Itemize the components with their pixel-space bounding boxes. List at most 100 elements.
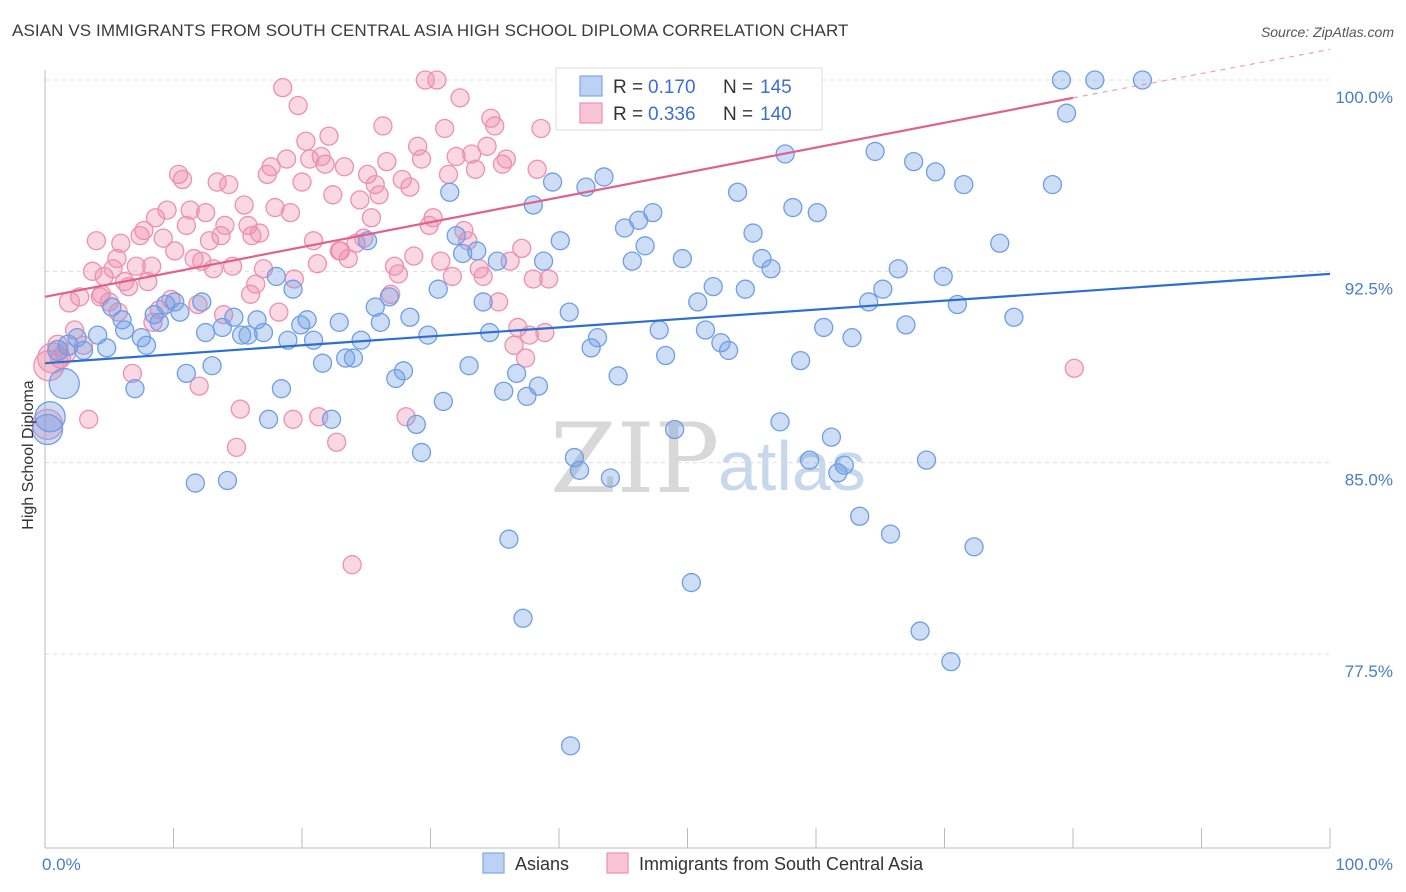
- point-asians: [34, 401, 66, 433]
- point-asians: [136, 335, 157, 355]
- axes: [44, 70, 1331, 849]
- chart-title: ASIAN VS IMMIGRANTS FROM SOUTH CENTRAL A…: [12, 21, 849, 40]
- point-asians: [761, 259, 781, 279]
- point-asians: [312, 353, 333, 373]
- point-asians: [238, 325, 258, 345]
- point-immigrants: [327, 432, 347, 452]
- point-asians: [834, 455, 854, 475]
- point-immigrants: [450, 88, 470, 108]
- point-asians: [192, 292, 212, 312]
- point-immigrants: [195, 203, 216, 223]
- point-immigrants: [512, 238, 532, 259]
- point-immigrants: [180, 200, 200, 220]
- point-immigrants: [199, 231, 220, 251]
- point-asians: [850, 506, 870, 526]
- point-immigrants: [431, 251, 451, 271]
- point-immigrants: [350, 190, 370, 210]
- point-asians: [291, 315, 311, 335]
- point-asians: [446, 225, 466, 246]
- point-asians: [904, 151, 924, 172]
- point-immigrants: [396, 407, 416, 427]
- point-asians: [990, 233, 1010, 253]
- point-immigrants: [269, 302, 289, 322]
- watermark-atlas: atlas: [718, 427, 866, 505]
- point-immigrants: [485, 116, 505, 136]
- point-asians: [73, 340, 94, 361]
- trend-lines: [44, 48, 1331, 365]
- point-immigrants: [157, 200, 177, 220]
- point-asians: [888, 259, 908, 279]
- point-asians: [587, 328, 608, 348]
- point-asians: [365, 297, 385, 317]
- point-immigrants: [211, 225, 231, 246]
- point-asians: [672, 248, 693, 269]
- point-asians: [115, 320, 135, 340]
- point-immigrants: [329, 241, 349, 261]
- trend-line-immigrants-extension: [1072, 48, 1331, 99]
- point-asians: [842, 328, 862, 348]
- point-immigrants: [438, 164, 459, 185]
- point-immigrants: [273, 78, 293, 98]
- point-asians: [47, 339, 69, 362]
- point-immigrants: [400, 177, 420, 197]
- point-asians: [941, 652, 961, 672]
- point-asians: [665, 419, 685, 440]
- point-immigrants: [165, 241, 185, 261]
- point-immigrants: [145, 208, 166, 228]
- point-asians: [743, 223, 763, 243]
- point-immigrants: [296, 131, 316, 151]
- point-immigrants: [434, 118, 455, 139]
- point-asians: [608, 366, 628, 386]
- stats-legend: R = 0.170 N = 145 R = 0.336 N = 140: [555, 67, 823, 131]
- point-asians: [321, 409, 342, 429]
- point-asians: [600, 468, 621, 488]
- legend-r-value-immigrants: 0.336: [648, 104, 696, 125]
- point-asians: [386, 368, 406, 389]
- point-asians: [790, 350, 811, 371]
- point-asians: [718, 340, 739, 361]
- point-asians: [231, 325, 252, 345]
- bottom-swatch-asians: [482, 852, 505, 874]
- point-asians: [170, 302, 190, 322]
- point-immigrants: [207, 172, 227, 192]
- point-asians: [31, 413, 64, 446]
- point-asians: [283, 279, 303, 299]
- series-asians-points: [31, 70, 1153, 756]
- point-immigrants: [515, 348, 536, 368]
- point-immigrants: [122, 363, 143, 384]
- point-asians: [635, 236, 655, 256]
- point-immigrants: [315, 154, 335, 174]
- y-tick-label: 92.5%: [1345, 279, 1393, 298]
- point-immigrants: [143, 312, 163, 333]
- point-asians: [452, 243, 473, 264]
- point-asians: [266, 266, 286, 287]
- point-asians: [393, 361, 414, 381]
- point-asians: [97, 338, 117, 358]
- legend-r-label-1: R =: [613, 77, 643, 98]
- point-asians: [964, 537, 984, 557]
- point-immigrants: [407, 136, 428, 156]
- point-asians: [433, 391, 454, 412]
- point-immigrants: [1064, 358, 1084, 378]
- point-immigrants: [288, 95, 308, 116]
- point-asians: [947, 294, 967, 315]
- point-immigrants: [388, 264, 409, 284]
- point-immigrants: [238, 215, 258, 236]
- point-asians: [695, 320, 716, 340]
- point-asians: [916, 450, 937, 470]
- bottom-legend-immigrants: Immigrants from South Central Asia: [639, 854, 924, 874]
- x-tick-labels: 0.0% 100.0%: [42, 855, 1393, 874]
- point-asians: [783, 197, 803, 218]
- point-asians: [102, 297, 122, 317]
- point-immigrants: [189, 376, 209, 396]
- point-asians: [1004, 307, 1024, 327]
- point-asians: [865, 141, 885, 162]
- point-immigrants: [176, 215, 197, 236]
- legend-r-value-asians: 0.170: [648, 77, 696, 98]
- point-immigrants: [103, 259, 123, 279]
- point-immigrants: [283, 409, 303, 429]
- point-immigrants: [342, 555, 362, 575]
- point-asians: [703, 276, 723, 297]
- point-asians: [569, 460, 590, 480]
